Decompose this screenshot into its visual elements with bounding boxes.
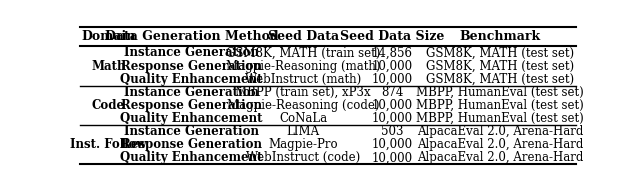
Text: AlpacaEval 2.0, Arena-Hard: AlpacaEval 2.0, Arena-Hard <box>417 138 584 151</box>
Text: 10,000: 10,000 <box>372 99 413 112</box>
Text: WebInstruct (math): WebInstruct (math) <box>245 73 362 86</box>
Text: Magpie-Reasoning (math): Magpie-Reasoning (math) <box>226 60 380 73</box>
Text: WebInstruct (code): WebInstruct (code) <box>246 151 360 164</box>
Text: Domain: Domain <box>81 30 136 43</box>
Text: Math: Math <box>92 60 126 73</box>
Text: Quality Enhancement: Quality Enhancement <box>120 112 263 125</box>
Text: MBPP, HumanEval (test set): MBPP, HumanEval (test set) <box>417 86 584 99</box>
Text: 10,000: 10,000 <box>372 73 413 86</box>
Text: 14,856: 14,856 <box>372 46 413 59</box>
Text: CoNaLa: CoNaLa <box>279 112 327 125</box>
Text: Code: Code <box>92 99 125 112</box>
Text: Data Generation Method: Data Generation Method <box>105 30 278 43</box>
Text: MBPP (train set), xP3x: MBPP (train set), xP3x <box>236 86 371 99</box>
Text: GSM8K, MATH (test set): GSM8K, MATH (test set) <box>426 60 575 73</box>
Text: GSM8K, MATH (test set): GSM8K, MATH (test set) <box>426 73 575 86</box>
Text: 10,000: 10,000 <box>372 112 413 125</box>
Text: Response Generation: Response Generation <box>121 99 262 112</box>
Text: Response Generation: Response Generation <box>121 60 262 73</box>
Text: AlpacaEval 2.0, Arena-Hard: AlpacaEval 2.0, Arena-Hard <box>417 151 584 164</box>
Text: AlpacaEval 2.0, Arena-Hard: AlpacaEval 2.0, Arena-Hard <box>417 125 584 138</box>
Text: MBPP, HumanEval (test set): MBPP, HumanEval (test set) <box>417 99 584 112</box>
Text: 10,000: 10,000 <box>372 151 413 164</box>
Text: Benchmark: Benchmark <box>460 30 541 43</box>
Text: Quality Enhancement: Quality Enhancement <box>120 151 263 164</box>
Text: MBPP, HumanEval (test set): MBPP, HumanEval (test set) <box>417 112 584 125</box>
Text: GSM8K, MATH (test set): GSM8K, MATH (test set) <box>426 46 575 59</box>
Text: Instance Generation: Instance Generation <box>124 86 259 99</box>
Text: 874: 874 <box>381 86 404 99</box>
Text: Magpie-Reasoning (code): Magpie-Reasoning (code) <box>227 99 380 112</box>
Text: Instance Generation: Instance Generation <box>124 46 259 59</box>
Text: Magpie-Pro: Magpie-Pro <box>268 138 338 151</box>
Text: Instance Generation: Instance Generation <box>124 125 259 138</box>
Text: Seed Data: Seed Data <box>268 30 339 43</box>
Text: LIMA: LIMA <box>287 125 320 138</box>
Text: 503: 503 <box>381 125 404 138</box>
Text: Inst. Follow: Inst. Follow <box>70 138 147 151</box>
Text: Seed Data Size: Seed Data Size <box>340 30 445 43</box>
Text: 10,000: 10,000 <box>372 138 413 151</box>
Text: 10,000: 10,000 <box>372 60 413 73</box>
Text: Quality Enhancement: Quality Enhancement <box>120 73 263 86</box>
Text: GSM8K, MATH (train set): GSM8K, MATH (train set) <box>226 46 380 59</box>
Text: Response Generation: Response Generation <box>121 138 262 151</box>
